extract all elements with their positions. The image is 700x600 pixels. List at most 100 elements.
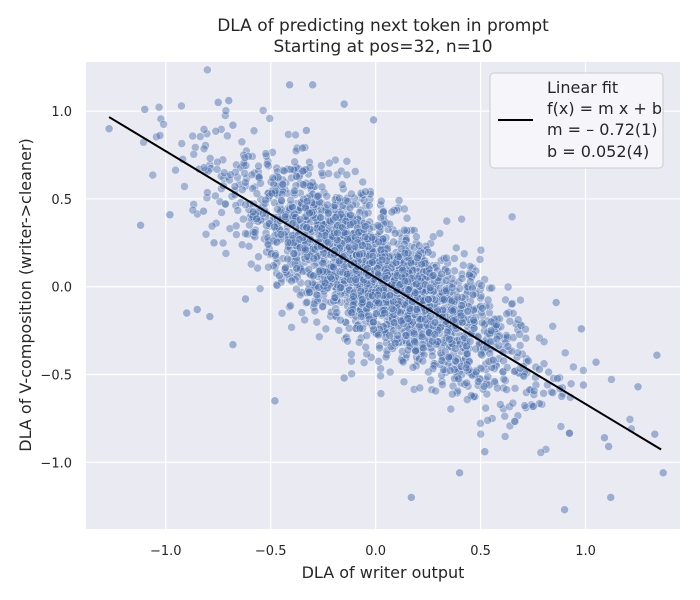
scatter-point xyxy=(324,169,333,178)
scatter-point xyxy=(393,331,402,340)
scatter-point xyxy=(454,277,464,287)
scatter-point xyxy=(287,173,296,183)
scatter-point xyxy=(171,165,180,175)
scatter-point xyxy=(252,189,262,198)
scatter-point xyxy=(373,290,383,300)
scatter-point xyxy=(415,321,424,331)
scatter-point xyxy=(322,191,332,201)
scatter-point xyxy=(302,223,311,232)
scatter-point xyxy=(294,234,304,244)
scatter-point xyxy=(326,272,335,282)
scatter-point xyxy=(428,250,437,259)
scatter-point xyxy=(513,315,523,325)
scatter-point xyxy=(477,318,487,328)
scatter-point xyxy=(343,336,352,346)
scatter-point xyxy=(244,205,254,214)
scatter-point xyxy=(355,324,365,333)
chart-subtitle: Starting at pos=32, n=10 xyxy=(273,37,492,57)
scatter-point xyxy=(469,324,479,333)
scatter-point xyxy=(240,153,250,163)
scatter-point xyxy=(350,193,359,203)
scatter-point xyxy=(374,330,383,340)
scatter-point xyxy=(317,224,327,233)
scatter-point xyxy=(104,124,114,134)
scatter-point xyxy=(502,363,512,372)
scatter-point xyxy=(360,221,370,231)
scatter-point xyxy=(463,306,473,316)
scatter-point xyxy=(387,304,397,314)
scatter-point xyxy=(201,229,211,239)
x-tick-labels: −1.0 −0.5 0.0 0.5 1.0 xyxy=(150,544,596,559)
scatter-point xyxy=(285,80,294,90)
scatter-point xyxy=(382,274,391,283)
scatter-point xyxy=(524,356,533,366)
scatter-point xyxy=(455,468,464,478)
scatter-point xyxy=(305,208,314,218)
scatter-point xyxy=(272,280,281,289)
scatter-point xyxy=(462,395,472,404)
scatter-point xyxy=(489,364,499,373)
scatter-point xyxy=(461,363,471,373)
scatter-point xyxy=(476,349,486,359)
scatter-point xyxy=(261,212,270,222)
scatter-point xyxy=(273,205,282,214)
scatter-point xyxy=(224,96,234,105)
scatter-point xyxy=(412,232,421,242)
legend: Linear fit f(x) = m x + b m = – 0.72(1) … xyxy=(489,72,664,169)
scatter-point xyxy=(345,285,354,295)
scatter-point xyxy=(380,308,389,318)
scatter-point xyxy=(376,213,386,222)
scatter-point xyxy=(177,139,187,148)
scatter-point xyxy=(159,119,168,129)
scatter-point xyxy=(385,367,395,377)
scatter-point xyxy=(411,279,421,289)
scatter-point xyxy=(466,297,475,306)
y-axis-label: DLA of V-composition (writer->cleaner) xyxy=(16,138,35,451)
scatter-point xyxy=(544,367,553,377)
scatter-point xyxy=(376,245,386,255)
scatter-point xyxy=(241,178,250,187)
scatter-point xyxy=(502,309,512,319)
scatter-point xyxy=(359,196,369,205)
scatter-point xyxy=(385,291,395,300)
scatter-point xyxy=(290,157,299,167)
x-tick-label: −0.5 xyxy=(255,544,287,559)
scatter-point xyxy=(237,185,247,195)
scatter-point xyxy=(414,241,424,250)
scatter-point xyxy=(460,293,470,303)
scatter-point xyxy=(241,229,250,238)
scatter-point xyxy=(462,349,472,358)
scatter-point xyxy=(361,187,370,196)
scatter-point xyxy=(409,226,419,235)
scatter-point xyxy=(379,211,388,221)
scatter-point xyxy=(217,208,226,217)
scatter-point xyxy=(536,448,546,457)
scatter-point xyxy=(468,283,477,293)
scatter-point xyxy=(478,303,487,313)
scatter-point xyxy=(400,225,409,235)
scatter-point xyxy=(268,148,277,157)
scatter-point xyxy=(221,106,231,116)
scatter-point xyxy=(448,389,457,399)
scatter-point xyxy=(209,238,219,248)
scatter-point xyxy=(203,65,212,75)
scatter-point xyxy=(560,348,570,358)
scatter-point xyxy=(189,149,199,159)
scatter-point xyxy=(500,411,510,421)
scatter-point xyxy=(486,317,496,327)
scatter-point xyxy=(455,284,465,293)
scatter-point xyxy=(373,221,383,230)
scatter-point xyxy=(361,342,371,352)
x-tick-label: 0.0 xyxy=(365,544,386,559)
scatter-point xyxy=(539,337,549,347)
scatter-point xyxy=(529,402,538,411)
scatter-point xyxy=(347,308,357,317)
scatter-point xyxy=(249,126,259,136)
scatter-point xyxy=(579,366,588,375)
scatter-point xyxy=(520,401,529,410)
scatter-point xyxy=(199,144,209,154)
scatter-point xyxy=(450,344,460,353)
scatter-point xyxy=(339,373,349,383)
scatter-point xyxy=(430,330,440,339)
